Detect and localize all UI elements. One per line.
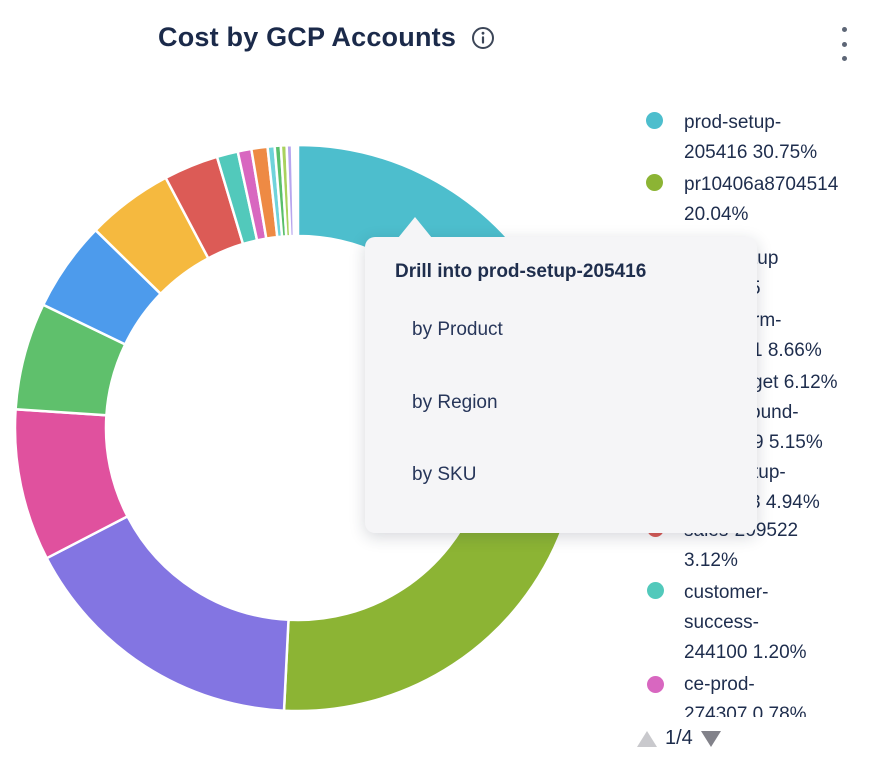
legend-item-label[interactable]: customer- xyxy=(684,582,769,603)
drilldown-item-by-region[interactable]: by Region xyxy=(412,392,498,413)
pie-slice[interactable] xyxy=(285,143,296,238)
legend-item-label[interactable]: pr10406a8704514 xyxy=(684,174,839,195)
drilldown-menu-arrow xyxy=(398,217,432,238)
drilldown-item-by-product[interactable]: by Product xyxy=(412,319,503,340)
drilldown-menu: Drill into prod-setup-205416 by Product … xyxy=(365,217,757,533)
page-title: Cost by GCP Accounts xyxy=(158,22,457,52)
legend-item-label[interactable]: 20.04% xyxy=(684,204,749,225)
legend-item-label[interactable]: 244100 1.20% xyxy=(684,642,807,663)
info-icon[interactable] xyxy=(471,26,495,50)
widget-header: Cost by GCP Accounts xyxy=(158,22,495,53)
legend-pagination: 1/4 xyxy=(637,727,721,750)
legend-item-label[interactable]: 3.12% xyxy=(684,550,738,571)
legend-item-label[interactable]: ound- xyxy=(750,402,799,423)
legend-dot[interactable] xyxy=(646,112,663,129)
drilldown-item-by-sku[interactable]: by SKU xyxy=(412,464,477,485)
legend-item-label[interactable]: 1 8.66% xyxy=(752,340,822,361)
legend-item-label[interactable]: prod-setup- xyxy=(684,112,782,133)
legend-item-label[interactable]: tup- xyxy=(753,462,786,483)
legend-item-label[interactable]: 205416 30.75% xyxy=(684,142,818,163)
legend-item-label[interactable]: 9 5.15% xyxy=(753,432,823,453)
legend-page-down-icon[interactable] xyxy=(700,730,721,747)
legend-dot[interactable] xyxy=(647,582,664,599)
pie-slice[interactable] xyxy=(282,494,565,713)
legend-dot[interactable] xyxy=(646,174,663,191)
legend-page-up-icon[interactable] xyxy=(637,730,657,747)
legend-item-label[interactable]: tup xyxy=(752,248,779,269)
legend-item-label[interactable]: 3 4.94% xyxy=(750,492,820,513)
legend-item-label[interactable]: success- xyxy=(684,612,759,633)
legend-item-label[interactable]: ce-prod- xyxy=(684,674,755,695)
drilldown-menu-title: Drill into prod-setup-205416 xyxy=(395,261,647,282)
legend-item-label[interactable]: 274307 0.78% xyxy=(684,704,807,717)
kebab-menu-icon[interactable] xyxy=(836,27,852,61)
legend-page-indicator: 1/4 xyxy=(665,727,693,749)
legend-item-label[interactable]: rm- xyxy=(753,310,782,331)
legend-item-label[interactable]: get 6.12% xyxy=(752,372,838,393)
legend-dot[interactable] xyxy=(647,676,664,693)
